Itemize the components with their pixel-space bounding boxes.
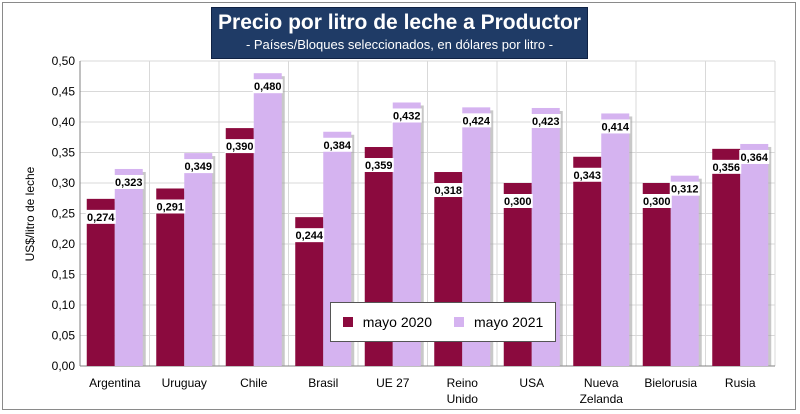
data-label: 0,384 bbox=[323, 140, 351, 152]
legend-swatch-2020 bbox=[342, 317, 353, 327]
y-tick-label: 0,35 bbox=[52, 146, 76, 160]
x-tick-label: Reino bbox=[447, 376, 479, 390]
data-label: 0,244 bbox=[295, 230, 323, 242]
data-label-bg bbox=[113, 174, 144, 189]
data-label-bg bbox=[669, 181, 700, 196]
data-label-bg bbox=[530, 113, 561, 128]
data-label-bg bbox=[252, 79, 283, 94]
y-tick-label: 0,25 bbox=[52, 207, 76, 221]
x-tick-label: USA bbox=[519, 376, 544, 390]
data-label: 0,480 bbox=[254, 81, 282, 93]
x-tick-label: Uruguay bbox=[162, 376, 207, 390]
bar bbox=[184, 153, 213, 366]
data-label-bg bbox=[391, 108, 422, 123]
bar bbox=[573, 156, 602, 366]
data-label: 0,291 bbox=[156, 201, 184, 213]
legend-item-2021: mayo 2021 bbox=[454, 314, 543, 330]
y-axis-label: US$/litro de leche bbox=[23, 166, 37, 262]
data-label: 0,356 bbox=[712, 162, 740, 174]
y-tick-label: 0,05 bbox=[52, 329, 76, 343]
bar bbox=[712, 148, 741, 366]
data-label: 0,300 bbox=[643, 196, 671, 208]
data-label-bg bbox=[572, 167, 603, 182]
bar bbox=[740, 143, 769, 366]
legend-label-2020: mayo 2020 bbox=[362, 314, 432, 330]
data-label: 0,424 bbox=[462, 115, 490, 127]
x-tick-label: Zelanda bbox=[580, 392, 624, 406]
data-label-bg bbox=[433, 183, 464, 198]
data-label-bg bbox=[641, 194, 672, 208]
data-label-bg bbox=[85, 209, 116, 224]
bar bbox=[670, 175, 699, 366]
data-label: 0,274 bbox=[87, 212, 115, 224]
title-box: Precio por litro de leche a Productor - … bbox=[211, 7, 588, 59]
bar bbox=[86, 198, 115, 366]
data-label: 0,423 bbox=[532, 116, 560, 128]
data-label: 0,364 bbox=[740, 152, 768, 164]
legend: mayo 2020 mayo 2021 bbox=[330, 302, 556, 342]
bar bbox=[642, 183, 671, 366]
data-label: 0,318 bbox=[434, 185, 462, 197]
x-tick-label: Argentina bbox=[89, 376, 141, 390]
x-tick-label: Nueva bbox=[584, 376, 619, 390]
data-label-bg bbox=[322, 137, 353, 152]
y-tick-label: 0,50 bbox=[52, 54, 76, 68]
bar bbox=[225, 128, 254, 366]
bar bbox=[156, 188, 185, 366]
y-tick-label: 0,45 bbox=[52, 85, 76, 99]
data-label-bg bbox=[600, 119, 631, 134]
data-label-bg bbox=[711, 159, 742, 174]
data-label: 0,390 bbox=[226, 141, 254, 153]
x-tick-label: Rusia bbox=[725, 376, 756, 390]
x-tick-label: Brasil bbox=[308, 376, 338, 390]
data-label: 0,359 bbox=[365, 160, 393, 172]
data-label-bg bbox=[363, 158, 394, 173]
x-tick-label: Bielorusia bbox=[644, 376, 697, 390]
bar bbox=[253, 73, 282, 366]
y-tick-label: 0,00 bbox=[52, 359, 76, 373]
data-label: 0,312 bbox=[671, 184, 699, 196]
data-label-bg bbox=[461, 113, 492, 128]
data-label: 0,300 bbox=[504, 196, 532, 208]
bar bbox=[114, 168, 143, 366]
data-label: 0,323 bbox=[115, 177, 143, 189]
data-label-bg bbox=[183, 159, 214, 174]
data-label-bg bbox=[224, 139, 255, 154]
x-tick-label: UE 27 bbox=[376, 376, 410, 390]
data-label-bg bbox=[155, 199, 186, 214]
legend-swatch-2021 bbox=[454, 317, 464, 327]
data-label: 0,432 bbox=[393, 110, 421, 122]
data-label: 0,349 bbox=[184, 161, 212, 173]
data-label-bg bbox=[502, 194, 533, 208]
y-tick-label: 0,15 bbox=[52, 268, 76, 282]
x-tick-label: Unido bbox=[447, 392, 479, 406]
y-tick-label: 0,40 bbox=[52, 115, 76, 129]
y-tick-label: 0,20 bbox=[52, 237, 76, 251]
data-label-bg bbox=[739, 149, 770, 164]
data-label: 0,343 bbox=[573, 170, 601, 182]
y-tick-label: 0,10 bbox=[52, 298, 76, 312]
legend-label-2021: mayo 2021 bbox=[474, 314, 544, 330]
bar bbox=[601, 113, 630, 367]
chart-subtitle: - Países/Bloques seleccionados, en dólar… bbox=[245, 37, 554, 52]
chart-title: Precio por litro de leche a Productor bbox=[218, 11, 581, 34]
data-label: 0,414 bbox=[601, 121, 629, 133]
data-label-bg bbox=[294, 228, 325, 243]
y-tick-label: 0,30 bbox=[52, 176, 76, 190]
x-tick-label: Chile bbox=[240, 376, 268, 390]
legend-item-2020: mayo 2020 bbox=[342, 314, 432, 330]
